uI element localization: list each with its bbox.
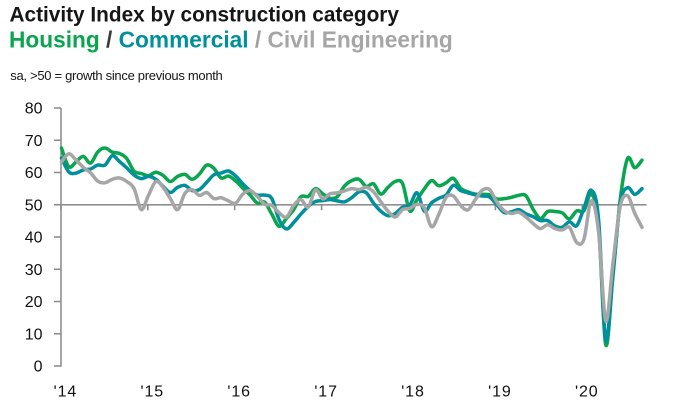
svg-text:'17: '17 <box>314 383 338 400</box>
svg-text:40: 40 <box>25 230 43 247</box>
svg-text:10: 10 <box>25 326 43 343</box>
svg-text:'19: '19 <box>488 383 512 400</box>
svg-text:60: 60 <box>25 165 43 182</box>
svg-text:'20: '20 <box>575 383 599 400</box>
svg-text:30: 30 <box>25 262 43 279</box>
svg-text:'15: '15 <box>141 383 165 400</box>
svg-text:80: 80 <box>25 101 43 118</box>
svg-text:Housing / Commercial / Civil E: Housing / Commercial / Civil Engineering <box>9 26 453 52</box>
svg-text:50: 50 <box>25 197 43 214</box>
svg-text:70: 70 <box>25 133 43 150</box>
svg-text:20: 20 <box>25 294 43 311</box>
svg-text:'16: '16 <box>227 383 251 400</box>
svg-text:'14: '14 <box>54 383 78 400</box>
svg-text:'18: '18 <box>401 383 425 400</box>
svg-text:Activity Index by construction: Activity Index by construction category <box>10 3 400 26</box>
svg-text:sa, >50 = growth since previou: sa, >50 = growth since previous month <box>10 68 222 83</box>
svg-text:0: 0 <box>34 359 43 376</box>
